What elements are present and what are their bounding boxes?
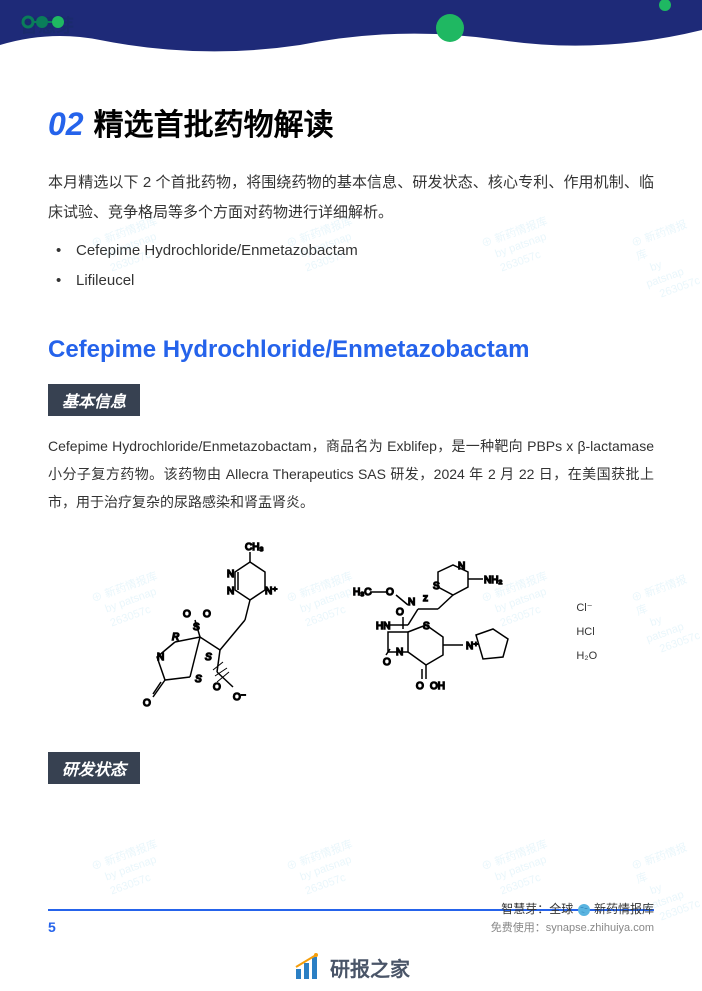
salt-list: Cl⁻ HCl H₂O [576, 596, 597, 669]
svg-text:O: O [383, 657, 391, 668]
attribution: 研报之家 [0, 951, 702, 983]
basic-info-text: Cefepime Hydrochloride/Enmetazobactam，商品… [48, 432, 654, 516]
section-number: 02 [48, 106, 84, 143]
salt-item: H₂O [576, 644, 597, 668]
footer-url: 免费使用：synapse.zhihuiya.com [491, 919, 654, 935]
svg-text:O: O [183, 609, 191, 620]
svg-text:O: O [203, 609, 211, 620]
svg-text:O: O [213, 682, 221, 693]
svg-text:O: O [396, 607, 404, 618]
attribution-icon [292, 951, 324, 983]
salt-item: Cl⁻ [576, 596, 597, 620]
svg-text:CH₃: CH₃ [245, 542, 264, 553]
svg-text:N: N [396, 647, 403, 658]
brand-logo: 智慧芽 [20, 12, 74, 38]
rd-status-heading: 研发状态 [48, 752, 140, 784]
attribution-text: 研报之家 [330, 953, 410, 982]
basic-info-heading: 基本信息 [48, 384, 140, 416]
svg-text:z: z [423, 593, 428, 604]
chem-structure-right: N S NH₂ z N O H₃C HN O S O [308, 557, 538, 707]
list-item: Cefepime Hydrochloride/Enmetazobactam [56, 236, 654, 266]
watermark: ⊕ 新药情报库 by patsnap 263057c [285, 837, 365, 901]
globe-icon [577, 903, 591, 917]
drug-title: Cefepime Hydrochloride/Enmetazobactam [48, 336, 654, 364]
svg-text:OH: OH [430, 681, 445, 692]
svg-text:N⁺: N⁺ [265, 586, 278, 597]
page-content: 02 精选首批药物解读 本月精选以下 2 个首批药物，将围绕药物的基本信息、研发… [0, 70, 702, 800]
intro-paragraph: 本月精选以下 2 个首批药物，将围绕药物的基本信息、研发状态、核心专利、作用机制… [48, 168, 654, 228]
header-wave: 智慧芽 [0, 0, 702, 70]
logo-icon [20, 12, 68, 32]
section-title: 02 精选首批药物解读 [48, 100, 654, 144]
svg-text:O: O [416, 681, 424, 692]
watermark: ⊕ 新药情报库 by patsnap 263057c [90, 837, 170, 901]
svg-text:N: N [227, 586, 234, 597]
chem-structure-left: CH₃ N N N⁺ O R S S S O O O⁻ [105, 542, 285, 722]
svg-text:H₃C: H₃C [353, 587, 372, 598]
watermark: ⊕ 新药情报库 by patsnap 263057c [480, 837, 560, 901]
svg-text:N⁺: N⁺ [466, 641, 479, 652]
svg-text:R: R [172, 632, 179, 643]
svg-text:N: N [157, 652, 164, 663]
drug-bullet-list: Cefepime Hydrochloride/Enmetazobactam Li… [48, 236, 654, 296]
svg-text:N: N [458, 561, 465, 572]
section-heading: 精选首批药物解读 [94, 100, 334, 144]
svg-text:S: S [433, 581, 440, 592]
svg-text:N: N [227, 569, 234, 580]
svg-text:O: O [386, 587, 394, 598]
footer-source-text-b: 新药情报库 [594, 902, 654, 916]
svg-text:NH₂: NH₂ [484, 575, 502, 586]
footer-source: 智慧芽：全球 新药情报库 免费使用：synapse.zhihuiya.com [491, 900, 654, 935]
footer-source-text: 智慧芽：全球 [501, 902, 573, 916]
svg-text:S: S [195, 674, 202, 685]
svg-text:S: S [205, 652, 212, 663]
list-item: Lifileucel [56, 266, 654, 296]
page-number: 5 [48, 919, 56, 935]
svg-text:HN: HN [376, 621, 390, 632]
svg-text:O⁻: O⁻ [233, 692, 246, 703]
chemical-structure-area: CH₃ N N N⁺ O R S S S O O O⁻ [48, 532, 654, 732]
svg-text:S: S [423, 621, 430, 632]
salt-item: HCl [576, 620, 597, 644]
svg-text:N: N [408, 597, 415, 608]
svg-text:O: O [143, 698, 151, 709]
